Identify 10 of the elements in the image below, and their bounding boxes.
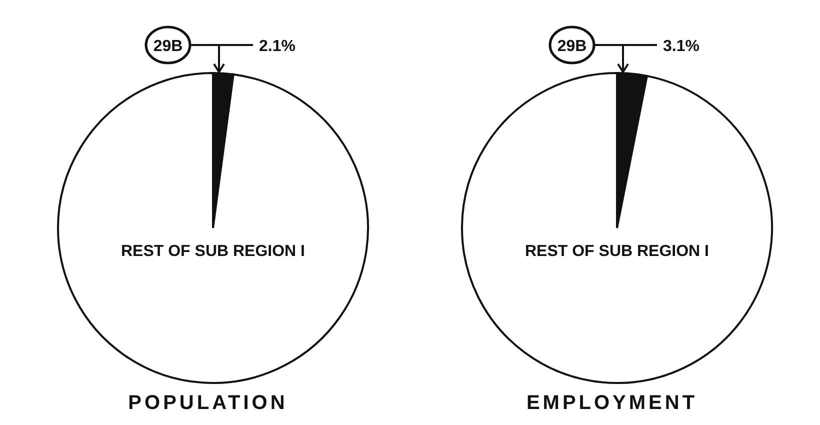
- text: POPULATION: [127, 392, 289, 415]
- text: EMPLOYMENT: [525, 392, 699, 415]
- legend-label: 29B: [557, 38, 587, 55]
- slice-label: REST OF SUB REGION I: [120, 243, 306, 260]
- legend-label: 29B: [153, 38, 183, 55]
- data-label: 3.1%: [663, 38, 700, 55]
- pie-slice: [461, 72, 773, 384]
- data-label: 2.1%: [259, 38, 296, 55]
- slice-label: REST OF SUB REGION I: [524, 243, 710, 260]
- pie-slice: [57, 72, 369, 384]
